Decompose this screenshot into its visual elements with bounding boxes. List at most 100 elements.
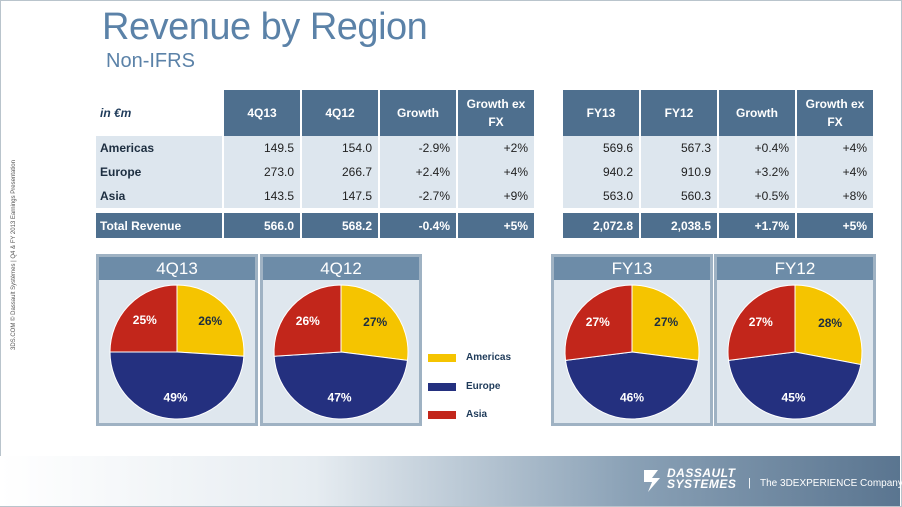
legend-swatch	[428, 411, 456, 419]
legend-swatch	[428, 383, 456, 391]
pie-slice-asia	[564, 284, 633, 361]
pie-slice-europe	[727, 351, 862, 420]
cell: +9%	[458, 184, 534, 208]
pie-label-europe: 46%	[620, 391, 644, 405]
cell: +5%	[797, 213, 873, 238]
cell: 273.0	[224, 160, 300, 184]
row-label: Americas	[96, 136, 222, 160]
pie-label-asia: 25%	[133, 313, 157, 327]
cell: +4%	[458, 160, 534, 184]
cell: -2.7%	[380, 184, 456, 208]
table-row: Americas 149.5 154.0 -2.9% +2%	[96, 136, 534, 160]
pie-chart-4q13: 26% 49% 25%	[109, 284, 245, 420]
cell: 149.5	[224, 136, 300, 160]
column-header: Growth	[719, 90, 795, 136]
cell: +4%	[797, 136, 873, 160]
column-header: 4Q13	[224, 90, 300, 136]
cell: 563.0	[563, 184, 639, 208]
cell: 147.5	[302, 184, 378, 208]
table-row: 563.0 560.3 +0.5% +8%	[563, 184, 873, 208]
unit-label: in €m	[96, 90, 222, 136]
pie-label-americas: 28%	[818, 316, 842, 330]
pie-slice-asia	[109, 284, 178, 353]
pie-card-fy12: FY12 28% 45% 27%	[714, 254, 876, 426]
legend-swatch	[428, 354, 456, 362]
table-row: 940.2 910.9 +3.2% +4%	[563, 160, 873, 184]
cell: 569.6	[563, 136, 639, 160]
column-header: FY13	[563, 90, 639, 136]
side-copyright-note: 3DS.COM © Dassault Systèmes | Q4 & FY 20…	[11, 160, 17, 350]
cell: +2%	[458, 136, 534, 160]
cell: 566.0	[224, 213, 300, 238]
company-tagline: The 3DEXPERIENCE Company	[760, 478, 902, 489]
pie-label-europe: 49%	[164, 391, 188, 405]
pie-label-americas: 26%	[198, 314, 222, 328]
pie-slice-americas	[794, 284, 863, 366]
column-header: Growth ex FX	[458, 90, 534, 136]
pie-slice-americas	[340, 284, 409, 361]
pie-title: 4Q13	[99, 257, 255, 280]
page-title: Revenue by Region	[102, 6, 428, 48]
cell: 2,072.8	[563, 213, 639, 238]
cell: +5%	[458, 213, 534, 238]
pie-chart-fy13: 27% 46% 27%	[564, 284, 700, 420]
table-row: Asia 143.5 147.5 -2.7% +9%	[96, 184, 534, 208]
footer-separator: |	[748, 477, 751, 489]
fullyear-revenue-table: FY13 FY12 Growth Growth ex FX 569.6 567.…	[561, 90, 875, 238]
column-header: Growth ex FX	[797, 90, 873, 136]
pie-label-europe: 47%	[328, 391, 352, 405]
row-label: Europe	[96, 160, 222, 184]
column-header: 4Q12	[302, 90, 378, 136]
table-row: Europe 273.0 266.7 +2.4% +4%	[96, 160, 534, 184]
pie-title: FY12	[717, 257, 873, 280]
pie-label-asia: 27%	[586, 315, 610, 329]
pie-label-americas: 27%	[654, 315, 678, 329]
pie-title: FY13	[554, 257, 710, 280]
cell: +0.5%	[719, 184, 795, 208]
cell: -0.4%	[380, 213, 456, 238]
pie-label-asia: 27%	[749, 315, 773, 329]
cell: +1.7%	[719, 213, 795, 238]
pie-slice-americas	[176, 284, 245, 357]
legend-label: Americas	[466, 352, 512, 363]
legend-label: Europe	[466, 381, 501, 392]
cell: 940.2	[563, 160, 639, 184]
cell: 568.2	[302, 213, 378, 238]
column-header: FY12	[641, 90, 717, 136]
footer-band	[0, 456, 900, 506]
cell: 154.0	[302, 136, 378, 160]
pie-slice-americas	[631, 284, 700, 361]
cell: +3.2%	[719, 160, 795, 184]
pie-title: 4Q12	[263, 257, 419, 280]
column-header: Growth	[380, 90, 456, 136]
pie-slice-europe	[109, 351, 245, 420]
pie-label-europe: 45%	[782, 391, 806, 405]
logo-wordmark: DASSAULT SYSTEMES	[667, 466, 737, 491]
total-row: Total Revenue 566.0 568.2 -0.4% +5%	[96, 213, 534, 238]
pie-slice-europe	[564, 351, 700, 420]
cell: 266.7	[302, 160, 378, 184]
cell: +4%	[797, 160, 873, 184]
cell: 910.9	[641, 160, 717, 184]
pie-label-americas: 27%	[363, 315, 387, 329]
company-logo: DASSAULT SYSTEMES	[640, 466, 740, 496]
cell: +8%	[797, 184, 873, 208]
pie-slice-asia	[273, 284, 342, 357]
pie-chart-fy12: 28% 45% 27%	[727, 284, 863, 420]
quarter-revenue-table: in €m 4Q13 4Q12 Growth Growth ex FX Amer…	[94, 90, 536, 238]
cell: 143.5	[224, 184, 300, 208]
pie-card-4q12: 4Q12 27% 47% 26%	[260, 254, 422, 426]
cell: +0.4%	[719, 136, 795, 160]
table-row: 569.6 567.3 +0.4% +4%	[563, 136, 873, 160]
page-subtitle: Non-IFRS	[106, 50, 195, 72]
pie-chart-4q12: 27% 47% 26%	[273, 284, 409, 420]
logo-line-1: DASSAULT	[667, 466, 736, 480]
pie-card-fy13: FY13 27% 46% 27%	[551, 254, 713, 426]
cell: 560.3	[641, 184, 717, 208]
total-label: Total Revenue	[96, 213, 222, 238]
legend-label: Asia	[466, 409, 488, 420]
cell: +2.4%	[380, 160, 456, 184]
total-row: 2,072.8 2,038.5 +1.7% +5%	[563, 213, 873, 238]
pie-card-4q13: 4Q13 26% 49% 25%	[96, 254, 258, 426]
logo-line-2: SYSTEMES	[667, 477, 737, 491]
